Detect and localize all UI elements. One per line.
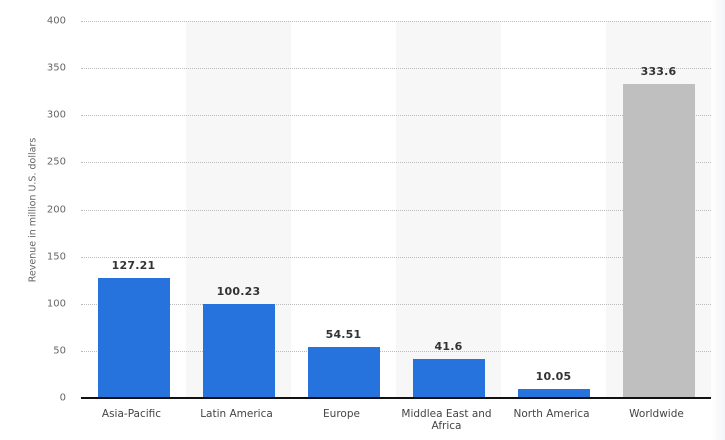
gridline bbox=[81, 162, 711, 163]
gridline bbox=[81, 257, 711, 258]
value-label: 41.6 bbox=[434, 339, 463, 353]
x-tick-label: Latin America bbox=[200, 408, 273, 420]
value-label: 10.05 bbox=[535, 369, 572, 383]
y-tick-label: 300 bbox=[46, 109, 66, 121]
x-axis-line bbox=[81, 397, 711, 399]
bar[interactable] bbox=[623, 83, 695, 398]
bar[interactable] bbox=[203, 303, 275, 398]
value-label: 333.6 bbox=[640, 64, 677, 78]
y-tick-label: 150 bbox=[46, 251, 66, 263]
value-label: 100.23 bbox=[216, 284, 261, 298]
x-tick-label: North America bbox=[513, 408, 590, 420]
category-band bbox=[396, 21, 501, 398]
gridline bbox=[81, 210, 711, 211]
bar[interactable] bbox=[518, 388, 590, 398]
value-label: 127.21 bbox=[111, 259, 156, 273]
x-tick-label: Worldwide bbox=[629, 408, 684, 420]
x-tick-label: Middlea East and Africa bbox=[401, 408, 492, 432]
y-tick-label: 100 bbox=[46, 298, 66, 310]
y-tick-label: 400 bbox=[46, 15, 66, 27]
y-tick-label: 50 bbox=[53, 345, 66, 357]
scroll-edge-shade bbox=[711, 0, 725, 440]
y-tick-label: 350 bbox=[46, 62, 66, 74]
x-tick-label: Europe bbox=[323, 408, 360, 420]
gridline bbox=[81, 351, 711, 352]
bar[interactable] bbox=[98, 278, 170, 398]
gridline bbox=[81, 68, 711, 69]
bar[interactable] bbox=[308, 346, 380, 398]
y-tick-label: 200 bbox=[46, 204, 66, 215]
y-tick-label: 0 bbox=[59, 392, 66, 404]
gridline bbox=[81, 115, 711, 116]
gridline bbox=[81, 21, 711, 22]
x-tick-label: Asia-Pacific bbox=[101, 408, 162, 420]
bar[interactable] bbox=[413, 358, 485, 398]
gridline bbox=[81, 304, 711, 305]
y-tick-label: 250 bbox=[46, 156, 66, 168]
value-label: 54.51 bbox=[325, 327, 362, 341]
